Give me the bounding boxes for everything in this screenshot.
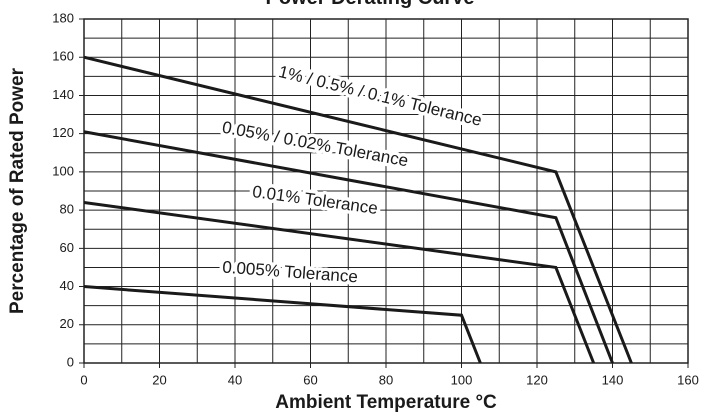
x-axis-title: Ambient Temperature °C [275,392,497,413]
chart-title: Power Derating Curve [266,0,475,9]
line-label: 0.005% Tolerance [222,258,359,287]
x-tick-label: 140 [602,372,624,387]
plot-frame [83,18,689,364]
x-tick-label: 40 [228,372,242,387]
line [83,285,482,364]
x-tick-label: 120 [526,372,548,387]
x-tick-label: 160 [677,372,699,387]
x-tick-label: 100 [451,372,473,387]
y-tick-label: 160 [52,49,74,64]
line [83,200,596,364]
x-tick-label: 60 [303,372,317,387]
y-tick-label: 180 [52,10,74,25]
line-label: 1% / 0.5% / 0.1% Tolerance [277,62,484,130]
y-tick-label: 40 [60,278,74,293]
x-tick-label: 0 [80,372,87,387]
y-tick-label: 120 [52,125,74,140]
line [83,130,614,364]
line [83,55,633,364]
y-tick-label: 140 [52,87,74,102]
y-tick-label: 0 [67,354,74,369]
y-tick-label: 100 [52,163,74,178]
x-tick-label: 80 [379,372,393,387]
y-tick-label: 60 [60,240,74,255]
x-tick-label: 20 [152,372,166,387]
line-label: 0.01% Tolerance [251,182,379,218]
y-axis-title: Percentage of Rated Power [7,67,28,314]
y-tick-label: 80 [60,202,74,217]
y-tick-label: 20 [60,316,74,331]
